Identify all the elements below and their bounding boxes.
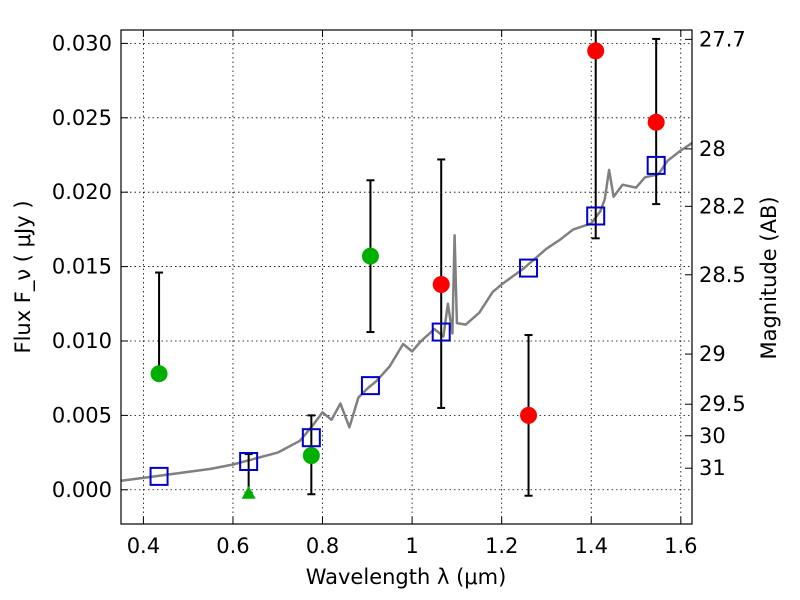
y-tick-label: 0.005 — [52, 403, 112, 427]
right-axis-title: Magnitude (AB) — [757, 196, 781, 359]
x-tick-label: 0.4 — [127, 534, 160, 558]
plot-frame — [120, 29, 693, 525]
photometry-point — [302, 447, 320, 465]
x-tick-label: 1.6 — [664, 534, 697, 558]
model-spectrum — [120, 142, 693, 483]
photometry-point — [587, 42, 605, 60]
y-tick-label: 0.015 — [52, 255, 112, 279]
magnitude-tick-label: 28.5 — [699, 263, 746, 287]
x-tick-label: 0.6 — [216, 534, 249, 558]
x-tick-label: 1.2 — [485, 534, 518, 558]
magnitude-tick-label: 27.7 — [699, 27, 746, 51]
photometry-point — [150, 365, 168, 383]
magnitude-tick-label: 29 — [699, 342, 726, 366]
y-tick-label: 0.025 — [52, 106, 112, 130]
model-spectrum-line — [120, 142, 693, 483]
magnitude-tick-label: 28.2 — [699, 194, 746, 218]
model-flux-square — [431, 322, 451, 342]
model-flux-square — [646, 155, 666, 175]
y-axis-title: Flux F_ν ( μJy ) — [11, 200, 36, 353]
photometry-point — [361, 247, 379, 265]
upper-limit-point — [241, 485, 256, 499]
model-flux-square — [301, 428, 321, 448]
magnitude-tick-label: 29.5 — [699, 392, 746, 416]
grid — [121, 30, 692, 524]
y-tick-label: 0.000 — [52, 478, 112, 502]
photometry-point — [432, 275, 450, 293]
magnitude-tick-label: 30 — [699, 424, 726, 448]
x-tick-label: 1.4 — [575, 534, 608, 558]
photometry-point — [520, 406, 538, 424]
magnitude-tick-label: 31 — [699, 456, 726, 480]
x-tick-label: 1 — [405, 534, 418, 558]
model-flux-square — [149, 466, 169, 486]
y-tick-label: 0.010 — [52, 329, 112, 353]
y-tick-label: 0.020 — [52, 180, 112, 204]
model-flux-square — [239, 452, 259, 472]
data-markers — [149, 42, 666, 499]
photometry-point — [647, 113, 665, 131]
y-tick-label: 0.030 — [52, 31, 112, 55]
x-tick-label: 0.8 — [306, 534, 339, 558]
model-flux-square — [586, 206, 606, 226]
tick-labels: 0.4 0.6 0.8 1 1.2 1.4 1.6 0.000 0.005 0.010 0.015 0… — [52, 27, 746, 558]
model-flux-square — [360, 376, 380, 396]
ticks — [121, 30, 692, 524]
x-axis-title: Wavelength λ (μm) — [306, 565, 507, 589]
model-flux-square — [519, 258, 539, 278]
magnitude-tick-label: 28 — [699, 137, 726, 161]
